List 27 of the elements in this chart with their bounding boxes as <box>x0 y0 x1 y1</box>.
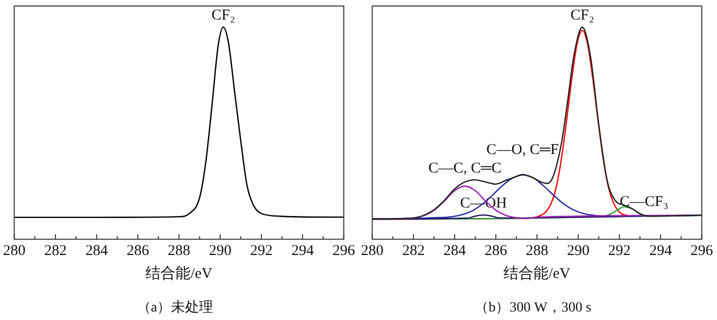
x-axis-title: 结合能/eV <box>504 265 570 282</box>
annotation: CF₂ <box>570 8 594 24</box>
x-tick-label: 282 <box>402 243 425 260</box>
x-axis-title: 结合能/eV <box>146 265 212 282</box>
x-tick-label: 280 <box>361 243 384 260</box>
x-tick-label: 288 <box>526 243 548 260</box>
annotation: C—C, C═C <box>428 160 502 176</box>
x-tick-label: 286 <box>484 243 508 260</box>
x-tick-label: 294 <box>291 243 314 260</box>
text: （b）300 W，300 s <box>474 300 592 316</box>
x-tick-label: 294 <box>649 243 672 260</box>
x-tick-label: 286 <box>126 243 150 260</box>
x-tick-label: 284 <box>85 243 108 260</box>
annotation: C—CF₃ <box>620 194 668 210</box>
x-tick-label: 290 <box>566 243 590 260</box>
x-tick-label: 288 <box>168 243 190 260</box>
annotation: CF₂ <box>211 8 236 24</box>
text: （a）未处理 <box>136 299 214 316</box>
x-tick-label: 290 <box>208 243 232 260</box>
x-tick-label: 292 <box>250 243 273 260</box>
x-tick-label: 280 <box>3 243 26 260</box>
x-tick-label: 292 <box>608 243 631 260</box>
x-tick-label: 296 <box>332 243 356 260</box>
x-tick-label: 284 <box>443 243 466 260</box>
annotation: C—O, C═F <box>486 142 559 158</box>
x-tick-label: 296 <box>690 243 714 260</box>
x-tick-label: 282 <box>44 243 67 260</box>
